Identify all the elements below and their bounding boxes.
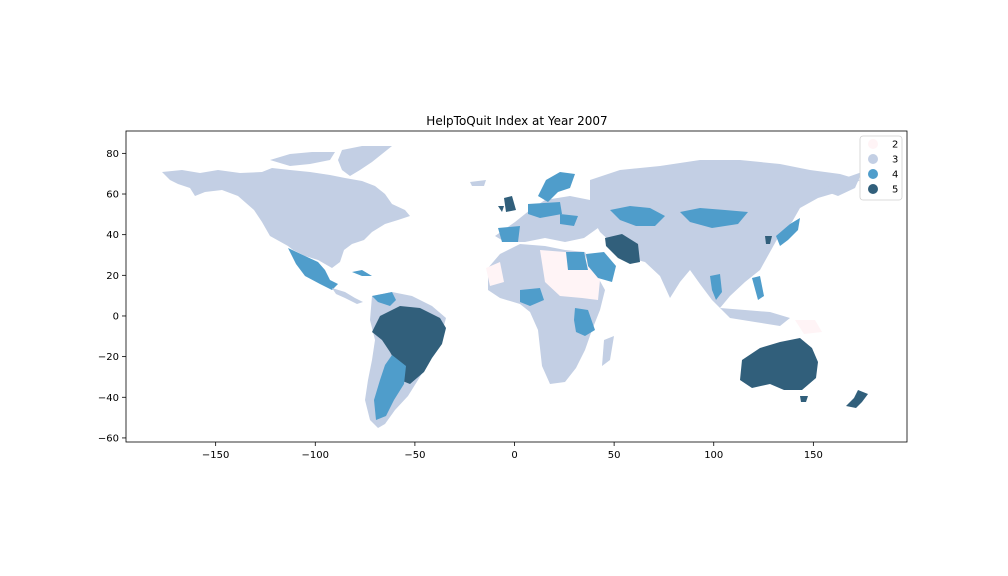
x-tick-label: 150 xyxy=(804,450,823,461)
region-brazil xyxy=(372,306,446,384)
region-asia xyxy=(590,160,860,308)
region-germany-poland xyxy=(528,202,562,218)
legend-label: 5 xyxy=(892,185,898,196)
region-central-america xyxy=(332,288,363,304)
region-philippines xyxy=(752,276,764,300)
y-tick-label: 40 xyxy=(106,230,119,241)
region-siberia-far-east xyxy=(822,172,862,196)
x-tick-label: 50 xyxy=(608,450,621,461)
world-map xyxy=(162,146,868,428)
region-mexico xyxy=(288,248,338,290)
region-cuba xyxy=(352,270,372,276)
region-north-america xyxy=(162,168,410,268)
region-kazakhstan xyxy=(610,206,665,226)
region-spain xyxy=(498,226,520,242)
x-tick-label: −50 xyxy=(404,450,425,461)
region-saudi-arabia xyxy=(586,252,616,282)
region-tasmania xyxy=(800,396,808,402)
x-tick-label: −150 xyxy=(202,450,229,461)
y-tick-label: 0 xyxy=(113,311,119,322)
region-argentina-paraguay xyxy=(374,355,406,420)
region-venezuela xyxy=(372,292,396,306)
legend-label: 3 xyxy=(892,155,898,166)
region-scandinavia xyxy=(538,172,575,202)
region-papua-new-guinea xyxy=(795,320,822,334)
legend-marker xyxy=(868,169,878,179)
y-tick-label: −20 xyxy=(98,352,119,363)
region-greenland xyxy=(338,146,392,176)
x-axis: −150 −100 −50 0 50 100 150 xyxy=(202,442,823,461)
region-iceland xyxy=(470,180,486,186)
region-uk-ireland xyxy=(498,196,516,212)
y-tick-label: −40 xyxy=(98,393,119,404)
region-madagascar xyxy=(602,336,614,366)
x-tick-label: 100 xyxy=(704,450,723,461)
y-tick-label: 20 xyxy=(106,271,119,282)
x-tick-label: 0 xyxy=(511,450,517,461)
legend-label: 4 xyxy=(892,170,898,181)
region-egypt xyxy=(566,252,588,270)
legend: 2 3 4 5 xyxy=(859,135,903,201)
region-korea xyxy=(765,236,772,244)
region-iran xyxy=(605,234,640,264)
region-australia xyxy=(740,338,818,390)
legend-marker xyxy=(868,154,878,164)
region-thailand xyxy=(710,274,722,300)
legend-marker xyxy=(868,184,878,194)
region-indonesia xyxy=(720,308,790,326)
region-ukraine xyxy=(560,214,578,226)
region-arctic-islands xyxy=(270,152,335,166)
y-axis: −60 −40 −20 0 20 40 60 80 xyxy=(98,149,126,444)
y-tick-label: 60 xyxy=(106,190,119,201)
region-europe xyxy=(495,196,600,242)
region-japan xyxy=(776,218,800,246)
legend-box xyxy=(859,135,903,201)
axes-frame xyxy=(125,130,908,443)
y-tick-label: −60 xyxy=(98,433,119,444)
legend-label: 2 xyxy=(892,140,898,151)
region-tanzania-zambia xyxy=(574,308,595,336)
x-tick-label: −100 xyxy=(302,450,329,461)
region-new-zealand xyxy=(846,390,868,408)
y-tick-label: 80 xyxy=(106,149,119,160)
region-mongolia xyxy=(680,208,748,228)
chart-title: HelpToQuit Index at Year 2007 xyxy=(426,114,607,128)
legend-marker xyxy=(868,139,878,149)
region-nigeria xyxy=(520,288,544,306)
